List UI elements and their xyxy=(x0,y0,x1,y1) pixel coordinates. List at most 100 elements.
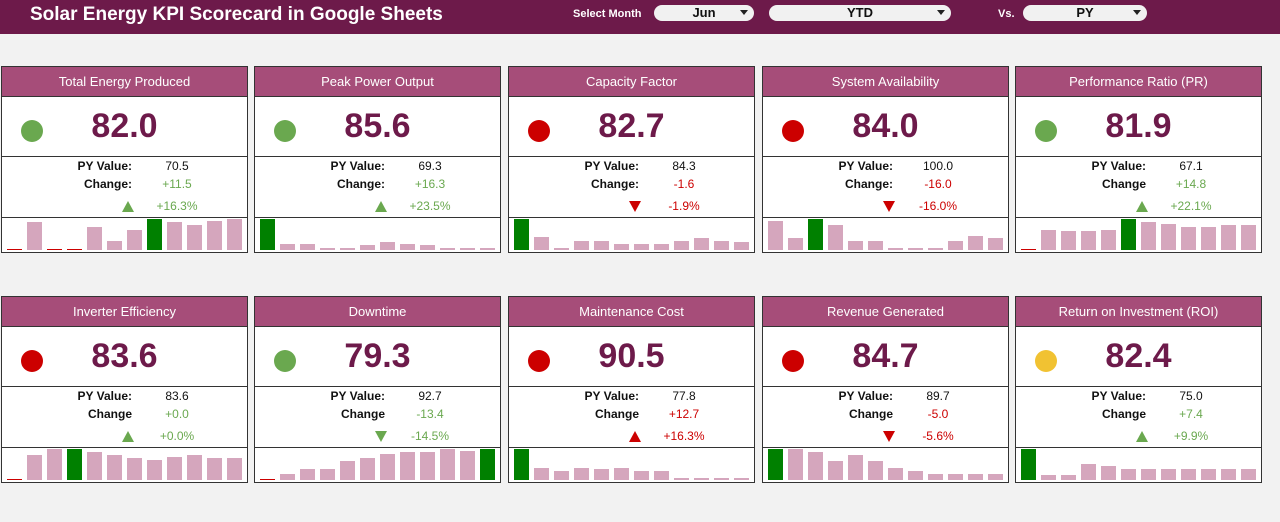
sparkline-bar xyxy=(187,225,202,250)
sparkline-bar xyxy=(1021,449,1036,480)
arrow-down-icon xyxy=(375,431,387,442)
sparkline-bar xyxy=(868,461,883,480)
sparkline-bar xyxy=(928,474,943,480)
status-indicator-icon xyxy=(528,120,550,142)
status-indicator-icon xyxy=(1035,120,1057,142)
arrow-up-icon xyxy=(122,431,134,442)
py-value: 83.6 xyxy=(165,389,189,403)
change-percent: +9.9% xyxy=(1173,429,1209,443)
sparkline-bar xyxy=(1121,469,1136,480)
change-percent: +23.5% xyxy=(409,199,451,213)
kpi-title: Capacity Factor xyxy=(509,67,754,97)
sparkline-bar xyxy=(7,249,22,250)
status-indicator-icon xyxy=(274,350,296,372)
kpi-card: Peak Power Output 85.6 PY Value: 69.3 Change… xyxy=(254,66,501,253)
divider xyxy=(763,156,1008,157)
py-value-label: PY Value: xyxy=(77,159,132,173)
sparkline-bar xyxy=(1201,227,1216,250)
change-label: Change xyxy=(594,407,639,421)
sparkline-bar xyxy=(634,471,649,480)
change-percent: -16.0% xyxy=(918,199,958,213)
sparkline-bar xyxy=(868,241,883,250)
sparkline-bar xyxy=(1141,469,1156,480)
sparkline-bar xyxy=(440,449,455,480)
sparkline-bar xyxy=(514,449,529,480)
compare-dropdown[interactable]: PY xyxy=(1023,5,1147,21)
kpi-card: Revenue Generated 84.7 PY Value: 89.7 Change… xyxy=(762,296,1009,483)
sparkline-chart xyxy=(766,449,1006,480)
sparkline-bar xyxy=(1181,227,1196,250)
sparkline-bar xyxy=(340,248,355,250)
sparkline-bar xyxy=(1081,231,1096,250)
change-percent: -5.6% xyxy=(922,429,954,443)
sparkline-chart xyxy=(766,219,1006,250)
sparkline-bar xyxy=(594,469,609,480)
sparkline-bar xyxy=(147,219,162,250)
sparkline-bar xyxy=(127,230,142,250)
sparkline-bar xyxy=(187,455,202,480)
chevron-down-icon xyxy=(1133,10,1141,15)
sparkline-chart xyxy=(5,219,245,250)
status-indicator-icon xyxy=(782,120,804,142)
kpi-value: 84.7 xyxy=(852,337,919,375)
arrow-up-icon xyxy=(122,201,134,212)
divider xyxy=(2,156,247,157)
arrow-up-icon xyxy=(629,431,641,442)
header-bar: Solar Energy KPI Scorecard in Google She… xyxy=(0,0,1280,34)
kpi-value: 83.6 xyxy=(91,337,158,375)
sparkline-bar xyxy=(614,244,629,250)
py-value: 84.3 xyxy=(672,159,696,173)
sparkline-bar xyxy=(828,461,843,480)
sparkline-bar xyxy=(808,452,823,480)
kpi-title: Revenue Generated xyxy=(763,297,1008,327)
sparkline-bar xyxy=(1121,219,1136,250)
period-dropdown[interactable]: YTD xyxy=(769,5,951,21)
kpi-card: Total Energy Produced 82.0 PY Value: 70.5 Ch… xyxy=(1,66,248,253)
sparkline-bar xyxy=(127,458,142,480)
kpi-card: Inverter Efficiency 83.6 PY Value: 83.6 Chan… xyxy=(1,296,248,483)
divider xyxy=(1016,217,1261,218)
divider xyxy=(763,386,1008,387)
arrow-up-icon xyxy=(1136,201,1148,212)
sparkline-bar xyxy=(360,245,375,250)
sparkline-bar xyxy=(1061,475,1076,480)
month-dropdown[interactable]: Jun xyxy=(654,5,754,21)
sparkline-bar xyxy=(207,458,222,480)
sparkline-bar xyxy=(107,455,122,480)
py-value: 69.3 xyxy=(418,159,442,173)
change-value: +7.4 xyxy=(1179,407,1203,421)
sparkline-bar xyxy=(280,474,295,480)
change-label: Change: xyxy=(591,177,639,191)
sparkline-bar xyxy=(1241,469,1256,480)
change-value: -13.4 xyxy=(416,407,444,421)
sparkline-bar xyxy=(574,468,589,480)
sparkline-bar xyxy=(674,478,689,480)
sparkline-bar xyxy=(87,452,102,480)
kpi-title: System Availability xyxy=(763,67,1008,97)
sparkline-bar xyxy=(280,244,295,250)
sparkline-bar xyxy=(400,244,415,250)
status-indicator-icon xyxy=(274,120,296,142)
change-label: Change xyxy=(340,407,385,421)
change-percent: +16.3% xyxy=(156,199,198,213)
change-label: Change xyxy=(1101,407,1146,421)
sparkline-bar xyxy=(1221,469,1236,480)
py-value: 92.7 xyxy=(418,389,442,403)
change-value: +14.8 xyxy=(1175,177,1207,191)
sparkline-bar xyxy=(788,238,803,250)
sparkline-bar xyxy=(948,241,963,250)
kpi-title: Total Energy Produced xyxy=(2,67,247,97)
change-value: +12.7 xyxy=(668,407,700,421)
divider xyxy=(1016,156,1261,157)
status-indicator-icon xyxy=(21,120,43,142)
arrow-down-icon xyxy=(883,201,895,212)
sparkline-bar xyxy=(67,249,82,250)
change-label: Change: xyxy=(337,177,385,191)
chevron-down-icon xyxy=(740,10,748,15)
py-value-label: PY Value: xyxy=(77,389,132,403)
sparkline-bar xyxy=(888,468,903,480)
sparkline-bar xyxy=(594,241,609,250)
sparkline-bar xyxy=(440,248,455,250)
kpi-title: Performance Ratio (PR) xyxy=(1016,67,1261,97)
divider xyxy=(509,156,754,157)
